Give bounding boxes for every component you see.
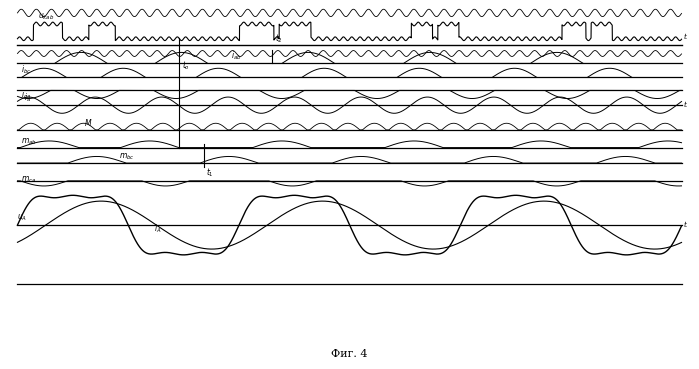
Text: $u_A$: $u_A$ <box>17 213 28 223</box>
Text: $m_{ab}$: $m_{ab}$ <box>21 137 37 147</box>
Text: $m_{bc}$: $m_{bc}$ <box>119 152 134 162</box>
Text: $t_1$: $t_1$ <box>206 167 213 179</box>
Text: $t_2$: $t_2$ <box>275 32 283 45</box>
Text: t: t <box>684 33 686 41</box>
Text: Фиг. 4: Фиг. 4 <box>331 349 368 359</box>
Text: $i_a$: $i_a$ <box>24 92 31 104</box>
Text: $i_{ab}$: $i_{ab}$ <box>231 49 241 62</box>
Text: t: t <box>684 101 686 109</box>
Text: $m_{ca}$: $m_{ca}$ <box>21 174 36 184</box>
Text: $i_{ca}$: $i_{ca}$ <box>21 88 31 101</box>
Text: $M$: $M$ <box>84 117 92 128</box>
Text: $t_o$: $t_o$ <box>182 60 190 72</box>
Text: $i_A$: $i_A$ <box>154 223 161 235</box>
Text: t: t <box>684 221 686 229</box>
Text: $u_{kab}$: $u_{kab}$ <box>38 12 55 22</box>
Text: $i_{bc}$: $i_{bc}$ <box>21 64 31 76</box>
